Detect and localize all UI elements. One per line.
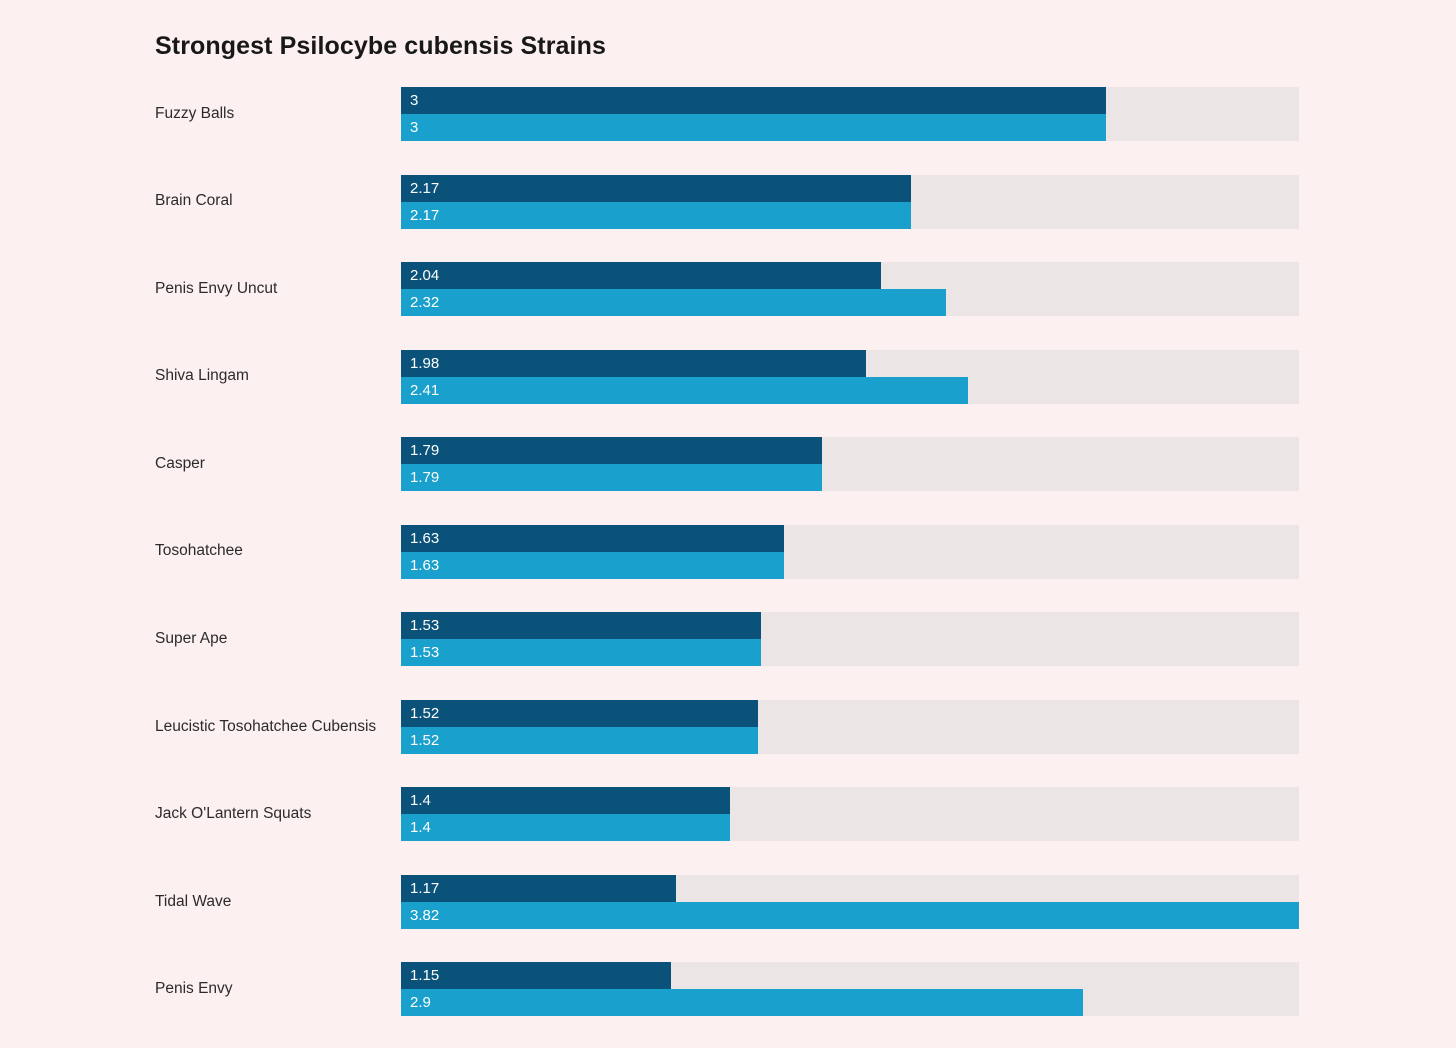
value-label: 1.53 xyxy=(410,644,440,662)
category-label: Leucistic Tosohatchee Cubensis xyxy=(155,717,377,735)
value-label: 1.4 xyxy=(410,792,431,810)
value-label: 1.52 xyxy=(410,731,440,749)
category-label: Tidal Wave xyxy=(155,892,232,910)
light-blue-series-bar: 1.79 xyxy=(401,464,822,492)
chart-title: Strongest Psilocybe cubensis Strains xyxy=(155,32,606,60)
category-label: Brain Coral xyxy=(155,192,233,210)
dark-blue-series-bar: 1.63 xyxy=(401,524,785,552)
category-label: Penis Envy Uncut xyxy=(155,279,278,297)
light-blue-series-bar: 3 xyxy=(401,114,1107,141)
dark-blue-series-bar: 1.52 xyxy=(401,699,759,727)
bar-group: 1.4 1.4 xyxy=(401,787,1299,842)
bar-group: 1.98 2.41 xyxy=(401,349,1299,404)
light-blue-series-bar: 2.17 xyxy=(401,201,912,229)
light-blue-series-bar: 3.82 xyxy=(401,901,1299,929)
dark-blue-series-bar: 3 xyxy=(401,87,1107,114)
light-blue-series-bar: 2.9 xyxy=(401,989,1083,1017)
bar-group: 1.63 1.63 xyxy=(401,524,1299,579)
bar-group: 2.17 2.17 xyxy=(401,174,1299,229)
value-label: 2.32 xyxy=(410,294,440,312)
dark-blue-series-bar: 1.53 xyxy=(401,612,761,640)
dark-blue-series-bar: 1.17 xyxy=(401,874,677,902)
chart-row: Shiva Lingam 1.98 2.41 xyxy=(155,349,1299,404)
chart-rows: Fuzzy Balls 3 3 Brain Coral 2.17 2.17 Penis En… xyxy=(155,87,1299,1017)
value-label: 2.17 xyxy=(410,179,440,197)
chart-row: Jack O'Lantern Squats 1.4 1.4 xyxy=(155,787,1299,842)
chart-row: Casper 1.79 1.79 xyxy=(155,437,1299,492)
bar-group: 2.04 2.32 xyxy=(401,262,1299,317)
category-label: Casper xyxy=(155,454,205,472)
chart-row: Leucistic Tosohatchee Cubensis 1.52 1.52 xyxy=(155,699,1299,754)
chart-row: Tosohatchee 1.63 1.63 xyxy=(155,524,1299,579)
value-label: 1.15 xyxy=(410,967,440,985)
value-label: 2.41 xyxy=(410,381,440,399)
value-label: 1.79 xyxy=(410,442,440,460)
dark-blue-series-bar: 2.04 xyxy=(401,262,881,290)
bar-group: 1.17 3.82 xyxy=(401,874,1299,929)
bar-group: 1.52 1.52 xyxy=(401,699,1299,754)
value-label: 3.82 xyxy=(410,906,440,924)
bar-group: 1.53 1.53 xyxy=(401,612,1299,667)
category-label: Jack O'Lantern Squats xyxy=(155,805,312,823)
category-label: Super Ape xyxy=(155,629,228,647)
chart-row: Penis Envy Uncut 2.04 2.32 xyxy=(155,262,1299,317)
value-label: 1.52 xyxy=(410,704,440,722)
bar-chart: Strongest Psilocybe cubensis Strains Fuz… xyxy=(155,31,1299,1017)
value-label: 2.17 xyxy=(410,206,440,224)
bar-group: 1.15 2.9 xyxy=(401,962,1299,1017)
value-label: 1.17 xyxy=(410,879,440,897)
value-label: 1.63 xyxy=(410,529,440,547)
category-label: Penis Envy xyxy=(155,980,233,998)
chart-row: Super Ape 1.53 1.53 xyxy=(155,612,1299,667)
category-label: Fuzzy Balls xyxy=(155,104,235,122)
value-label: 1.79 xyxy=(410,469,440,487)
value-label: 3 xyxy=(410,92,419,109)
bar-group: 1.79 1.79 xyxy=(401,437,1299,492)
value-label: 1.53 xyxy=(410,617,440,635)
dark-blue-series-bar: 2.17 xyxy=(401,174,912,202)
dark-blue-series-bar: 1.79 xyxy=(401,437,822,465)
value-label: 3 xyxy=(410,119,419,136)
dark-blue-series-bar: 1.15 xyxy=(401,962,672,990)
category-label: Shiva Lingam xyxy=(155,367,249,385)
chart-row: Brain Coral 2.17 2.17 xyxy=(155,174,1299,229)
value-label: 1.4 xyxy=(410,819,431,837)
value-label: 1.98 xyxy=(410,354,440,372)
light-blue-series-bar: 2.41 xyxy=(401,376,968,404)
light-blue-series-bar: 2.32 xyxy=(401,289,947,317)
light-blue-series-bar: 1.53 xyxy=(401,639,761,667)
category-label: Tosohatchee xyxy=(155,542,243,560)
chart-row: Tidal Wave 1.17 3.82 xyxy=(155,874,1299,929)
light-blue-series-bar: 1.63 xyxy=(401,551,785,579)
value-label: 1.63 xyxy=(410,556,440,574)
chart-row: Penis Envy 1.15 2.9 xyxy=(155,962,1299,1017)
value-label: 2.9 xyxy=(410,994,431,1012)
dark-blue-series-bar: 1.98 xyxy=(401,349,867,377)
chart-row: Fuzzy Balls 3 3 xyxy=(155,87,1299,141)
light-blue-series-bar: 1.4 xyxy=(401,814,731,842)
value-label: 2.04 xyxy=(410,267,440,285)
dark-blue-series-bar: 1.4 xyxy=(401,787,731,815)
light-blue-series-bar: 1.52 xyxy=(401,726,759,754)
